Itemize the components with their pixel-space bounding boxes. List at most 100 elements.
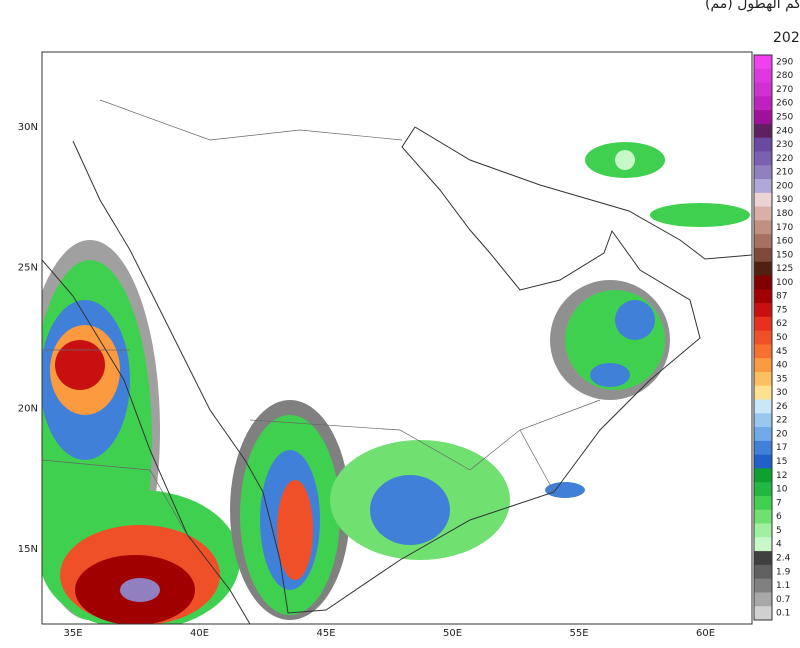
colorbar-label: 50 <box>776 333 788 343</box>
colorbar-swatch <box>754 468 772 483</box>
coastline <box>414 126 752 260</box>
colorbar-swatch <box>754 606 772 621</box>
colorbar-swatch <box>754 165 772 180</box>
map <box>42 99 752 624</box>
colorbar-label: 7 <box>776 498 782 508</box>
colorbar-swatch <box>754 151 772 166</box>
colorbar-swatch <box>754 399 772 414</box>
colorbar-swatch <box>754 427 772 442</box>
colorbar-swatch <box>754 123 772 139</box>
colorbar-swatch <box>754 179 772 194</box>
colorbar-swatch <box>754 137 772 152</box>
colorbar-swatch <box>754 316 772 332</box>
colorbar-label: 125 <box>776 264 793 274</box>
colorbar-label: 5 <box>776 526 782 536</box>
longitude-label: 35E <box>63 628 82 639</box>
colorbar-swatch <box>754 68 772 84</box>
latitude-label: 25N <box>18 263 38 274</box>
longitude-label: 50E <box>443 628 462 639</box>
latitude-label: 30N <box>18 122 38 133</box>
colorbar-swatch <box>754 96 772 111</box>
colorbar-label: 190 <box>776 195 793 205</box>
colorbar-label: 22 <box>776 416 787 426</box>
colorbar-swatch <box>754 495 772 511</box>
longitude-label: 55E <box>569 628 588 639</box>
colorbar-label: 170 <box>776 223 793 233</box>
colorbar-label: 180 <box>776 209 793 219</box>
title: نموذج GEM الكندي - تراكم الهطول (مم) <box>705 0 800 12</box>
colorbar-swatch <box>754 413 772 428</box>
colorbar-swatch <box>754 275 772 290</box>
colorbar-label: 270 <box>776 85 793 95</box>
colorbar-label: 0.7 <box>776 595 790 605</box>
colorbar-swatch <box>754 247 772 263</box>
longitude-label: 45E <box>316 628 335 639</box>
coastline <box>42 259 251 624</box>
colorbar-label: 210 <box>776 168 793 178</box>
colorbar-swatch <box>754 220 772 235</box>
map-frame <box>41 51 753 625</box>
colorbar-swatch <box>754 289 772 304</box>
colorbar-label: 230 <box>776 140 793 150</box>
colorbar-label: 1.1 <box>776 581 790 591</box>
colorbar-swatch <box>754 55 772 70</box>
colorbar-frame <box>753 54 773 621</box>
colorbar-swatch <box>754 454 772 469</box>
coastline <box>72 126 701 614</box>
colorbar-swatch <box>754 385 772 401</box>
colorbar-label: 150 <box>776 250 793 260</box>
colorbar-label: 2.4 <box>776 553 791 563</box>
colorbar-label: 100 <box>776 278 793 288</box>
colorbar-label: 75 <box>776 305 787 315</box>
colorbar-swatch <box>754 330 772 345</box>
colorbar-label: 20 <box>776 429 788 439</box>
colorbar-swatch <box>754 509 772 525</box>
colorbar-swatch <box>754 192 772 208</box>
colorbar-label: 26 <box>776 402 788 412</box>
colorbar-swatch <box>754 578 772 593</box>
colorbar-label: 12 <box>776 471 787 481</box>
colorbar-swatch <box>754 523 772 538</box>
colorbar-swatch <box>754 537 772 552</box>
colorbar-label: 17 <box>776 443 787 453</box>
colorbar-label: 6 <box>776 512 782 522</box>
colorbar-swatch <box>754 110 772 125</box>
colorbar-swatch <box>754 234 772 249</box>
colorbar-label: 200 <box>776 181 793 191</box>
colorbar-swatch <box>754 551 772 566</box>
border <box>42 99 601 541</box>
colorbar-label: 35 <box>776 374 787 384</box>
colorbar-swatch <box>754 82 772 97</box>
colorbar-label: 250 <box>776 113 793 123</box>
precipitation <box>42 142 750 624</box>
colorbar-label: 4 <box>776 540 782 550</box>
colorbar-swatch <box>754 206 772 221</box>
colorbar-label: 160 <box>776 237 793 247</box>
colorbar-swatch <box>754 482 772 497</box>
colorbar-label: 40 <box>776 361 788 371</box>
colorbar-swatch <box>754 564 772 580</box>
colorbar-label: 260 <box>776 99 793 109</box>
colorbar-swatch <box>754 344 772 359</box>
colorbar-swatch <box>754 303 772 318</box>
latitude-label: 20N <box>18 403 38 414</box>
longitude-label: 60E <box>696 628 715 639</box>
colorbar-label: 10 <box>776 485 788 495</box>
colorbar-label: 15 <box>776 457 787 467</box>
colorbar-label: 87 <box>776 292 787 302</box>
latitude-label: 15N <box>18 544 38 555</box>
longitude-label: 40E <box>190 628 209 639</box>
colorbar-swatch <box>754 440 772 456</box>
colorbar-label: 280 <box>776 71 793 81</box>
colorbar-swatch <box>754 358 772 373</box>
colorbar-label: 45 <box>776 347 787 357</box>
colorbar-label: 1.9 <box>776 567 791 577</box>
colorbar-label: 62 <box>776 319 787 329</box>
colorbar-swatch <box>754 371 772 387</box>
colorbar-swatch <box>754 261 772 276</box>
colorbar-label: 220 <box>776 154 793 164</box>
colorbar-label: 290 <box>776 57 793 67</box>
colorbar-label: 0.1 <box>776 609 790 619</box>
